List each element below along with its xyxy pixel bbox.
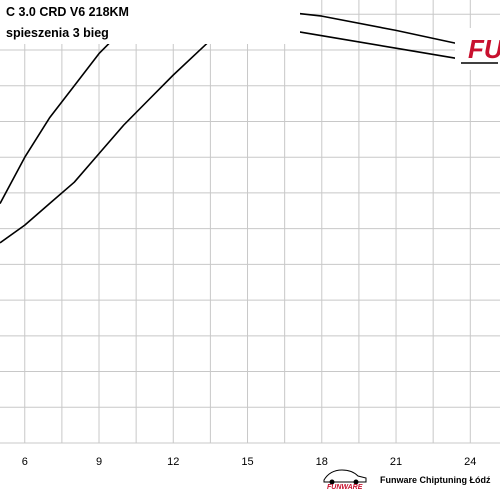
- x-tick-label: 9: [96, 456, 102, 468]
- footer-text: Funware Chiptuning Łódź: [380, 475, 491, 485]
- x-tick-label: 12: [167, 456, 179, 468]
- footer: FUNWARE Funware Chiptuning Łódź: [320, 465, 500, 500]
- chart-title: C 3.0 CRD V6 218KM: [6, 5, 129, 19]
- x-tick-label: 6: [22, 456, 28, 468]
- footer-logo-text: FUNWARE: [327, 484, 363, 491]
- grid: [0, 0, 500, 444]
- brand-logo: FU: [455, 28, 500, 70]
- car-logo-icon: [323, 469, 367, 485]
- series-line-2: [0, 8, 500, 244]
- logo-text: FU: [468, 34, 500, 64]
- x-tick-label: 15: [241, 456, 253, 468]
- chart-subtitle: spieszenia 3 bieg: [6, 26, 109, 40]
- header-background: [0, 0, 300, 44]
